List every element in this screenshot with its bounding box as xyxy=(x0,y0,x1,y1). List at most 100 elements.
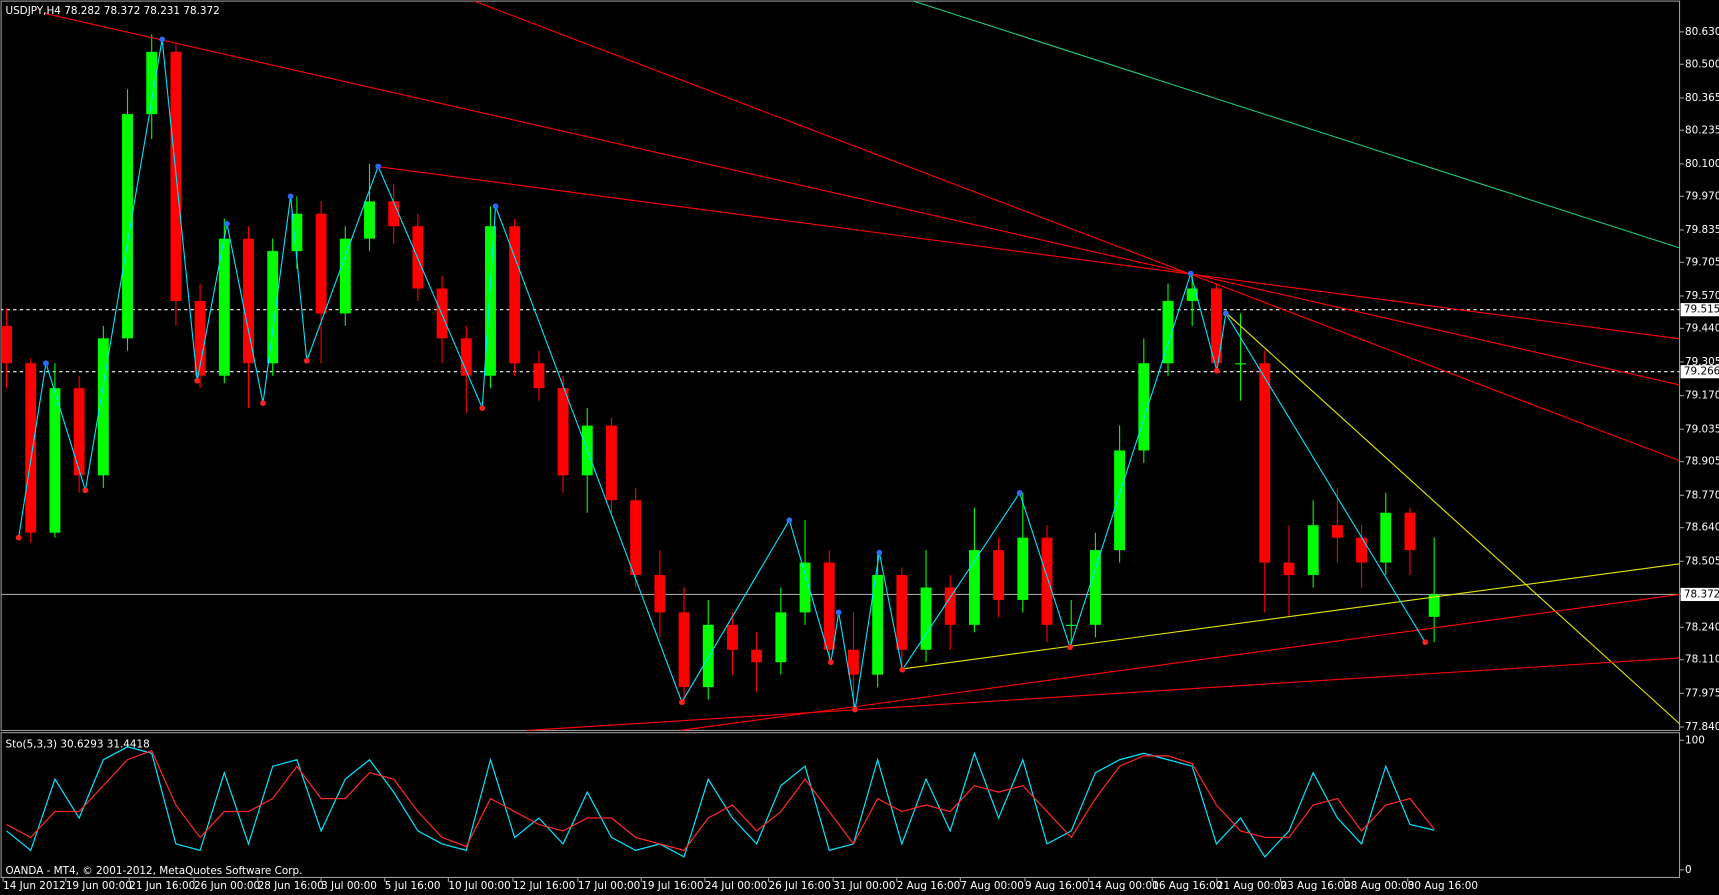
x-tick-label: 17 Jul 00:00 xyxy=(578,880,640,892)
candle-body xyxy=(920,587,932,650)
x-tick-label: 28 Aug 00:00 xyxy=(1344,880,1414,892)
x-tick-label: 10 Jul 00:00 xyxy=(448,880,510,892)
swing-low xyxy=(828,659,834,666)
swing-high xyxy=(224,220,230,227)
y-tick-label: 80.500 xyxy=(1685,58,1719,70)
candle-body xyxy=(218,238,230,376)
candle-body xyxy=(1404,512,1416,551)
candle-body xyxy=(896,575,908,650)
y-tick-label: 78.110 xyxy=(1685,654,1719,666)
y-tick-label: 78.640 xyxy=(1685,522,1719,534)
x-tick-label: 31 Jul 00:00 xyxy=(833,880,895,892)
swing-low xyxy=(82,487,89,494)
candle-body xyxy=(872,575,884,675)
candle-body xyxy=(1089,550,1101,625)
candle-body xyxy=(968,550,980,625)
candle-body xyxy=(315,213,327,314)
candle-body xyxy=(339,238,351,314)
candle-body xyxy=(1283,562,1295,576)
price-level-label: 79.266 xyxy=(1684,366,1719,378)
y-tick-label: 79.170 xyxy=(1685,390,1719,402)
candle-body xyxy=(1356,537,1368,563)
candle-body xyxy=(1017,537,1029,600)
y-tick-label: 79.835 xyxy=(1685,224,1719,236)
stochastic-line xyxy=(6,746,1435,858)
candle-body xyxy=(146,51,158,115)
candle-body xyxy=(775,612,787,663)
y-tick-label: 79.305 xyxy=(1685,356,1719,368)
x-tick-label: 14 Aug 00:00 xyxy=(1089,880,1159,892)
indicator-title: Sto(5,3,3) 30.6293 31.4418 xyxy=(5,739,149,751)
candle-body xyxy=(799,562,811,613)
candle-body xyxy=(727,624,738,650)
candle-body xyxy=(533,363,545,389)
swing-low xyxy=(1214,367,1220,374)
candle-body xyxy=(25,363,37,533)
candle-body xyxy=(993,550,1005,600)
swing-low xyxy=(899,666,906,673)
y-tick-label: 78.770 xyxy=(1685,489,1719,501)
candle-body xyxy=(823,562,835,650)
x-tick-label: 19 Jul 16:00 xyxy=(641,880,703,892)
trendline xyxy=(526,657,1680,731)
x-tick-label: 16 Aug 16:00 xyxy=(1152,880,1222,892)
candle-body xyxy=(654,575,666,613)
candle-body xyxy=(1235,363,1247,365)
indicator-tick-label: 100 xyxy=(1685,734,1705,746)
y-tick-label: 79.970 xyxy=(1685,190,1719,202)
candle-body xyxy=(1041,537,1053,625)
swing-high xyxy=(786,517,793,524)
swing-low xyxy=(194,377,201,384)
x-tick-label: 26 Jun 00:00 xyxy=(194,880,260,892)
trendline xyxy=(679,593,1680,731)
candle-body xyxy=(267,251,279,364)
candle-body xyxy=(122,114,133,339)
candle-body xyxy=(1259,363,1271,563)
swing-low xyxy=(15,534,22,541)
y-tick-label: 80.100 xyxy=(1685,158,1719,170)
candle-body xyxy=(1138,363,1150,451)
x-tick-label: 24 Jul 00:00 xyxy=(705,880,767,892)
x-tick-label: 21 Jun 16:00 xyxy=(129,880,195,892)
footer: OANDA - MT4, © 2001-2012, MetaQuotes Sof… xyxy=(5,865,302,877)
swing-high xyxy=(43,360,49,367)
candle-body xyxy=(194,300,206,376)
y-tick-label: 79.570 xyxy=(1685,290,1719,302)
candle-body xyxy=(73,388,85,476)
candle-body xyxy=(364,201,375,239)
candle-body xyxy=(1428,594,1440,617)
y-tick-label: 79.705 xyxy=(1685,256,1719,268)
candle-body xyxy=(485,226,496,376)
indicator-frame xyxy=(0,732,1681,878)
y-tick-label: 79.035 xyxy=(1685,423,1719,435)
x-tick-label: 2 Aug 16:00 xyxy=(897,880,961,892)
candle-body xyxy=(630,500,642,576)
x-tick-label: 26 Jul 16:00 xyxy=(769,880,831,892)
x-tick-label: 19 Jun 00:00 xyxy=(66,880,132,892)
swing-high xyxy=(375,163,382,170)
candle-body xyxy=(1210,288,1222,364)
stochastic-line xyxy=(6,749,1435,852)
candle-body xyxy=(944,587,956,625)
y-tick-label: 77.975 xyxy=(1685,687,1719,699)
swing-high xyxy=(159,36,165,43)
trendline xyxy=(902,563,1680,670)
y-tick-label: 78.505 xyxy=(1685,555,1719,567)
swing-high xyxy=(1187,270,1194,277)
swing-low xyxy=(303,357,310,364)
candle-body xyxy=(291,213,303,252)
swing-high xyxy=(835,609,842,616)
y-tick-label: 80.365 xyxy=(1685,92,1719,104)
candle-body xyxy=(678,612,690,688)
x-tick-label: 14 Jun 2012 xyxy=(3,880,66,892)
candle-body xyxy=(702,624,714,688)
swing-high xyxy=(287,193,294,200)
candle-body xyxy=(847,649,859,675)
price-level-box xyxy=(1680,365,1719,379)
chart-title: USDJPY,H4 78.282 78.372 78.231 78.372 xyxy=(5,5,219,17)
candle-body xyxy=(1,325,12,364)
swing-high xyxy=(876,549,883,556)
y-tick-label: 79.440 xyxy=(1685,322,1719,334)
